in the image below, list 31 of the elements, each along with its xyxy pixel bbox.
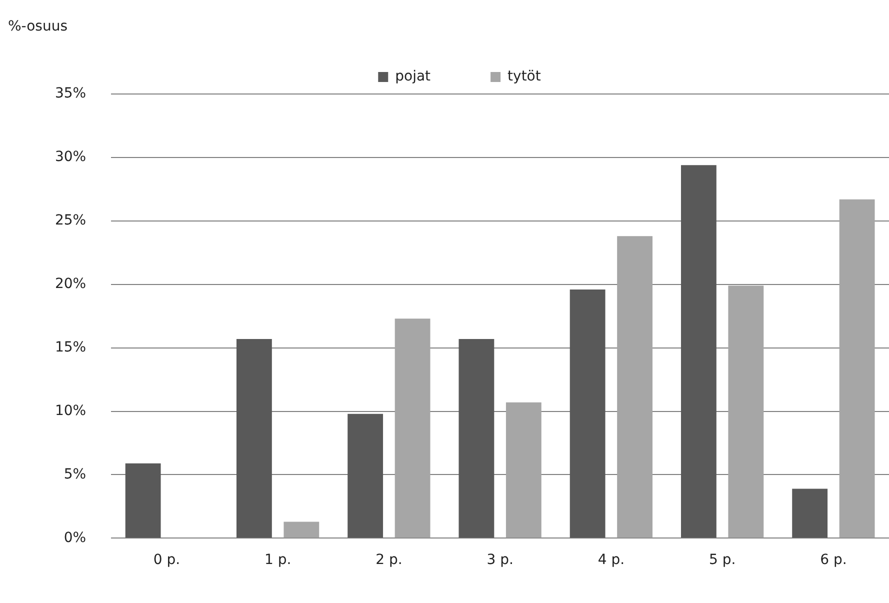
bar: [348, 414, 384, 538]
y-tick-label: 10%: [54, 402, 86, 419]
y-tick-label: 15%: [54, 339, 86, 356]
y-tick-label: 20%: [54, 276, 86, 292]
y-tick-label: 30%: [54, 149, 86, 166]
y-axis-title: %-osuus: [8, 18, 68, 35]
legend-label: tytöt: [508, 68, 542, 85]
y-tick-label: 25%: [54, 212, 86, 229]
bar: [284, 522, 320, 538]
bar: [728, 286, 764, 538]
bar: [680, 165, 716, 538]
x-tick-label: 2 p.: [376, 552, 402, 568]
x-tick-label: 4 p.: [598, 552, 625, 568]
x-tick-label: 5 p.: [708, 552, 736, 568]
y-tick-label: 35%: [54, 86, 86, 102]
x-tick-label: 3 p.: [486, 552, 514, 568]
bar: [839, 199, 875, 538]
bar: [236, 338, 272, 538]
bar: [458, 338, 494, 538]
x-tick-label: 1 p.: [264, 552, 292, 568]
bar: [506, 402, 542, 538]
bar: [125, 463, 161, 538]
bar: [792, 488, 828, 538]
y-tick-label: 5%: [64, 466, 86, 482]
x-tick-label: 0 p.: [153, 552, 180, 568]
legend-label: pojat: [395, 68, 432, 85]
y-tick-label: 0%: [64, 530, 86, 546]
bar: [617, 236, 653, 538]
x-tick-label: 6 p.: [820, 552, 847, 568]
bar: [570, 289, 606, 538]
bar: [394, 318, 430, 538]
